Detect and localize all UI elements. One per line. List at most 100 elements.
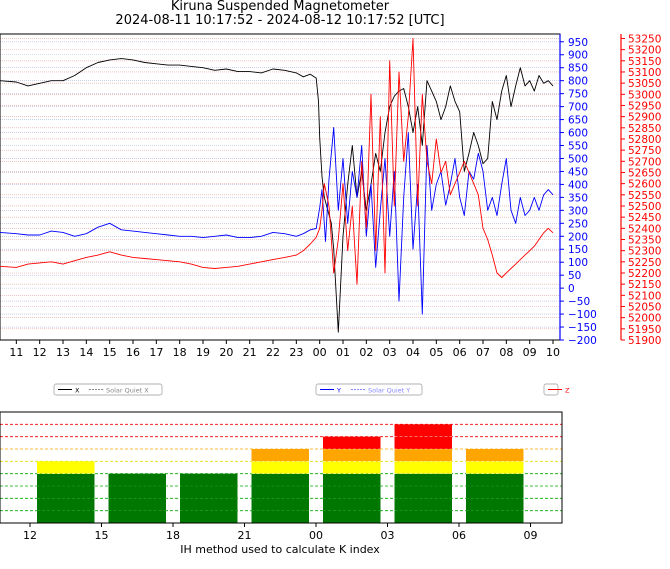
k-x-tick-label: 12 <box>23 529 37 542</box>
z-tick-label: 53250 <box>628 33 661 45</box>
legend-box <box>53 383 163 396</box>
z-tick-label: 52050 <box>628 301 661 313</box>
x-tick-label: 20 <box>219 346 233 359</box>
k-bar <box>37 473 95 523</box>
k-bar <box>394 424 452 449</box>
legend-label: X <box>75 387 80 395</box>
y-tick-label: 950 <box>568 37 588 49</box>
x-tick-label: 19 <box>196 346 210 359</box>
y-tick-label: 250 <box>568 218 588 230</box>
y-tick-label: 100 <box>568 257 588 269</box>
x-tick-label: 11 <box>9 346 23 359</box>
k-bar <box>323 473 381 523</box>
z-tick-label: 53050 <box>628 78 661 90</box>
y-tick-label: 550 <box>568 141 588 153</box>
legend-label: Solar Quiet Y <box>368 387 410 395</box>
series-y-line <box>0 126 554 315</box>
y-tick-label: 700 <box>568 102 588 114</box>
y-tick-label: 450 <box>568 166 588 178</box>
y-tick-label: 350 <box>568 192 588 204</box>
y-tick-label: −200 <box>568 335 597 347</box>
y-tick-label: −100 <box>568 309 597 321</box>
x-tick-label: 10 <box>546 346 560 359</box>
k-bar <box>180 473 238 523</box>
k-x-tick-label: 18 <box>166 529 180 542</box>
y-tick-label: 50 <box>568 270 581 282</box>
chart-title-block: Kiruna Suspended Magnetometer 2024-08-11… <box>0 0 560 28</box>
x-tick-label: 13 <box>56 346 70 359</box>
z-tick-label: 52100 <box>628 290 661 302</box>
x-tick-label: 15 <box>103 346 117 359</box>
z-tick-label: 53000 <box>628 89 661 101</box>
y-tick-label: 900 <box>568 50 588 62</box>
chart-subtitle: 2024-08-11 10:17:52 - 2024-08-12 10:17:5… <box>115 13 445 28</box>
x-tick-label: 16 <box>126 346 140 359</box>
k-bar <box>37 461 95 474</box>
k-bar <box>251 449 309 462</box>
x-tick-label: 17 <box>149 346 163 359</box>
x-tick-label: 18 <box>173 346 187 359</box>
k-bar <box>466 473 524 523</box>
z-tick-label: 53200 <box>628 45 661 57</box>
k-bar <box>323 461 381 474</box>
x-tick-label: 01 <box>336 346 350 359</box>
k-bar <box>323 449 381 462</box>
x-tick-label: 23 <box>289 346 303 359</box>
z-tick-label: 52800 <box>628 134 661 146</box>
k-bar <box>251 461 309 474</box>
z-tick-label: 52300 <box>628 246 661 258</box>
y-tick-label: 650 <box>568 115 588 127</box>
y-tick-label: 600 <box>568 128 588 140</box>
x-tick-label: 12 <box>33 346 47 359</box>
z-tick-label: 52350 <box>628 234 661 246</box>
k-x-tick-label: 15 <box>95 529 109 542</box>
z-tick-label: 52000 <box>628 313 661 325</box>
x-tick-label: 07 <box>476 346 490 359</box>
k-x-tick-label: 00 <box>309 529 323 542</box>
x-tick-label: 00 <box>313 346 327 359</box>
k-x-tick-label: 09 <box>524 529 538 542</box>
legend-label: Solar Quiet X <box>106 387 149 395</box>
x-tick-label: 09 <box>523 346 537 359</box>
x-tick-label: 02 <box>359 346 373 359</box>
z-tick-label: 53150 <box>628 56 661 68</box>
k-bar <box>394 461 452 474</box>
z-tick-label: 52900 <box>628 112 661 124</box>
y-tick-label: 0 <box>568 283 575 295</box>
k-index-xlabel: IH method used to calculate K index <box>180 543 380 556</box>
z-tick-label: 53100 <box>628 67 661 79</box>
y-tick-label: 300 <box>568 205 588 217</box>
k-x-tick-label: 06 <box>452 529 466 542</box>
y-tick-label: 200 <box>568 231 588 243</box>
legend-label: Z <box>565 387 570 395</box>
z-tick-label: 52550 <box>628 190 661 202</box>
k-bar <box>394 473 452 523</box>
magnetometer-plot: 11 12 13 14 15 16 17 18 19 20 21 22 23 00 01 02 03 04 05 06… <box>0 33 661 396</box>
z-tick-label: 52600 <box>628 179 661 191</box>
z-tick-label: 52200 <box>628 268 661 280</box>
legend-box <box>315 383 423 396</box>
y-tick-label: 850 <box>568 63 588 75</box>
z-tick-label: 51900 <box>628 335 661 347</box>
z-tick-label: 52850 <box>628 123 661 135</box>
x-tick-label: 22 <box>266 346 280 359</box>
z-tick-label: 52150 <box>628 279 661 291</box>
z-tick-label: 52400 <box>628 223 661 235</box>
y-tick-label: 800 <box>568 76 588 88</box>
x-tick-label: 14 <box>79 346 93 359</box>
x-tick-label: 05 <box>429 346 443 359</box>
legend-label: Y <box>336 387 341 395</box>
k-bar <box>466 461 524 474</box>
chart-title: Kiruna Suspended Magnetometer <box>170 0 390 14</box>
y-tick-label: −150 <box>568 322 597 334</box>
x-tick-label: 06 <box>453 346 467 359</box>
k-bar <box>323 436 381 449</box>
y-tick-label: 750 <box>568 89 588 101</box>
z-tick-label: 52650 <box>628 167 661 179</box>
z-tick-label: 51950 <box>628 324 661 336</box>
z-tick-label: 52450 <box>628 212 661 224</box>
x-tick-label: 21 <box>243 346 257 359</box>
y-tick-label: 500 <box>568 153 588 165</box>
z-tick-label: 52750 <box>628 145 661 157</box>
